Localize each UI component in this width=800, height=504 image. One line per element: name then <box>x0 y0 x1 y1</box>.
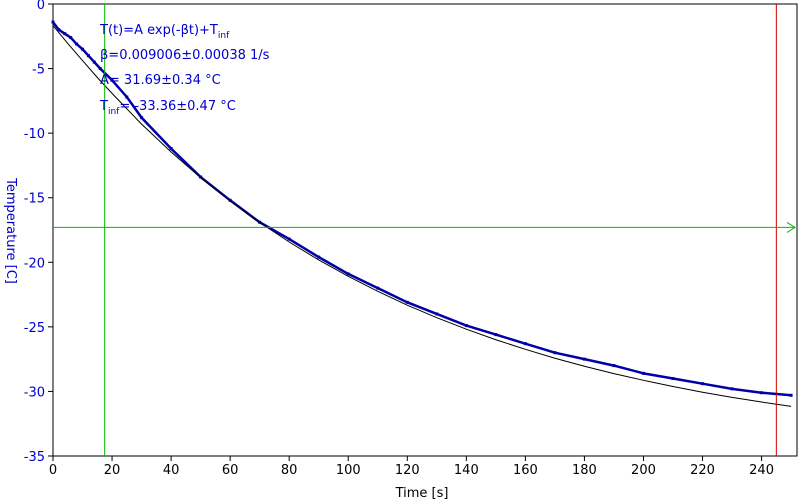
x-tick-label: 140 <box>454 463 479 478</box>
x-tick-label: 40 <box>163 463 180 478</box>
x-tick-label: 100 <box>336 463 361 478</box>
x-tick-label: 160 <box>513 463 538 478</box>
x-tick-label: 220 <box>690 463 715 478</box>
data-trace <box>52 21 792 397</box>
fit-amplitude: A= 31.69±0.34 °C <box>100 73 221 88</box>
y-tick-label: -10 <box>24 127 45 142</box>
data-series <box>51 20 793 397</box>
y-tick-label: -30 <box>24 385 45 400</box>
x-tick-label: 180 <box>572 463 597 478</box>
x-tick-label: 60 <box>222 463 239 478</box>
y-tick-label: 0 <box>37 0 45 13</box>
fit-curve <box>52 25 792 407</box>
x-tick-label: 120 <box>395 463 420 478</box>
x-tick-label: 80 <box>281 463 298 478</box>
horizontal-cursor-arrow-icon[interactable] <box>786 221 796 233</box>
fit-equation: T(t)=A exp(-βt)+Tinf <box>99 23 230 41</box>
x-tick-label: 200 <box>631 463 656 478</box>
plot-frame <box>52 3 798 457</box>
y-tick-label: -15 <box>24 192 45 207</box>
y-axis-title: Temperature [C] <box>3 177 18 284</box>
x-tick-label: 20 <box>104 463 121 478</box>
y-tick-label: -5 <box>32 63 45 78</box>
y-axis: 0 -5 -10 -15 -20 -25 -30 -35 <box>24 0 53 465</box>
y-tick-label: -35 <box>24 450 45 465</box>
fit-tinf: Tinf= -33.36±0.47 °C <box>99 99 236 117</box>
y-tick-label: -25 <box>24 321 45 336</box>
fit-beta: β=0.009006±0.00038 1/s <box>100 48 270 63</box>
x-axis-title: Time [s] <box>395 486 449 501</box>
x-tick-label: 0 <box>49 463 57 478</box>
x-axis: 0 20 40 60 80 100 120 140 160 180 200 220 240 <box>49 456 774 478</box>
y-tick-label: -20 <box>24 256 45 271</box>
x-tick-label: 240 <box>749 463 774 478</box>
